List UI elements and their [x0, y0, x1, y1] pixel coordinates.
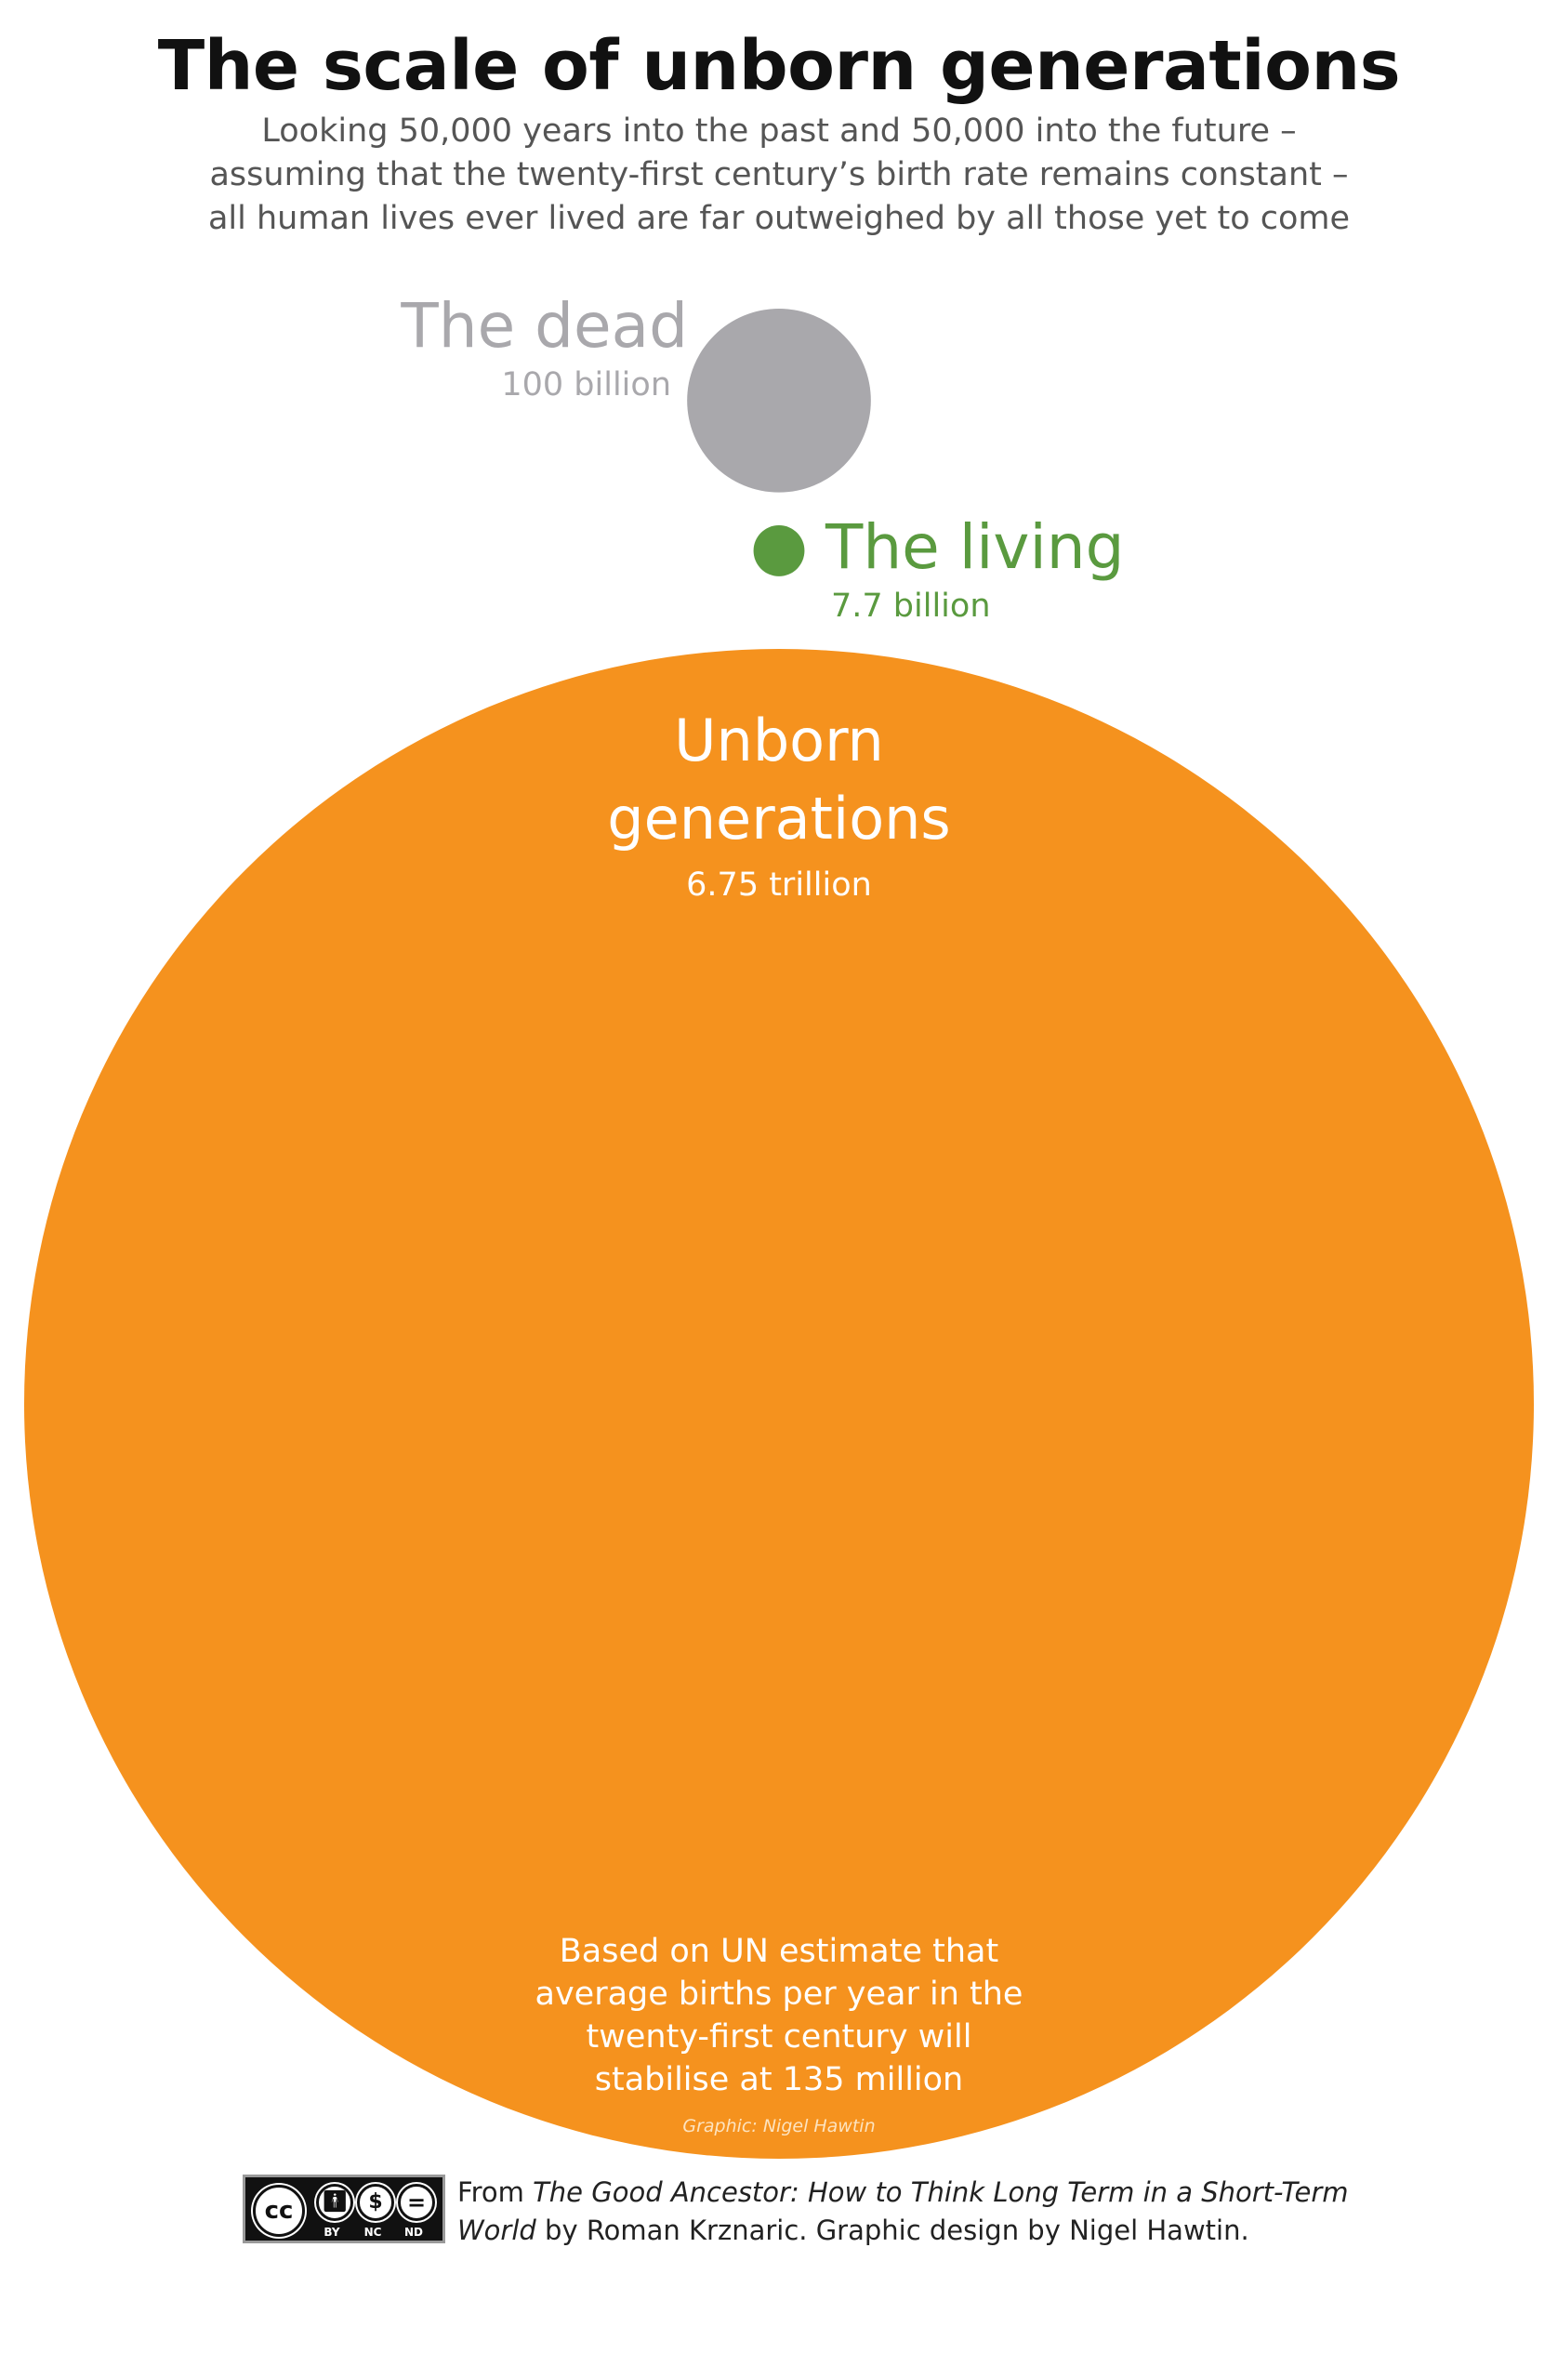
unborn-label-line: Unborn — [674, 707, 884, 774]
no-dollar-icon: $ — [357, 2184, 394, 2221]
cc-icon: cc — [253, 2185, 305, 2237]
graphic-credit: Graphic: Nigel Hawtin — [682, 2116, 876, 2136]
unborn-label: Unborn generations — [500, 702, 1058, 858]
note-line: stabilise at 135 million — [594, 2061, 964, 2098]
note-line: average births per year in the — [535, 1976, 1023, 2013]
badge-strip — [309, 2220, 439, 2237]
unborn-bubble — [24, 649, 1534, 2159]
license-by-label: BY — [323, 2226, 340, 2239]
chart-subtitle: Looking 50,000 years into the past and 5… — [128, 110, 1430, 241]
living-label: The living — [825, 511, 1125, 583]
unborn-label-line: generations — [607, 785, 951, 853]
unborn-value: 6.75 trillion — [686, 866, 872, 904]
license-nc-label: NC — [363, 2226, 382, 2239]
license-nd-label: ND — [403, 2226, 423, 2239]
dead-label: The dead — [401, 290, 688, 362]
subtitle-line: assuming that the twenty-first century’s… — [209, 156, 1349, 193]
source-prefix: From — [457, 2176, 534, 2208]
chart-title: The scale of unborn generations — [157, 26, 1401, 106]
person-icon: 🚹︎ — [316, 2184, 353, 2221]
creative-commons-badge[interactable]: cc 🚹︎ $ = BY NC ND — [243, 2175, 445, 2243]
living-bubble — [753, 525, 805, 576]
methodology-note: Based on UN estimate that average births… — [500, 1930, 1058, 2101]
subtitle-line: Looking 50,000 years into the past and 5… — [261, 112, 1297, 150]
subtitle-line: all human lives ever lived are far outwe… — [207, 200, 1351, 237]
equals-icon: = — [398, 2184, 435, 2221]
dead-value: 100 billion — [501, 366, 671, 403]
dead-bubble — [687, 309, 871, 493]
source-citation: From The Good Ancestor: How to Think Lon… — [457, 2174, 1396, 2250]
book-title: The Good Ancestor: How to Think Long Ter… — [457, 2176, 1349, 2246]
living-value: 7.7 billion — [831, 588, 991, 625]
source-suffix: by Roman Krznaric. Graphic design by Nig… — [535, 2215, 1249, 2246]
note-line: twenty-first century will — [586, 2018, 972, 2056]
note-line: Based on UN estimate that — [559, 1933, 999, 1970]
